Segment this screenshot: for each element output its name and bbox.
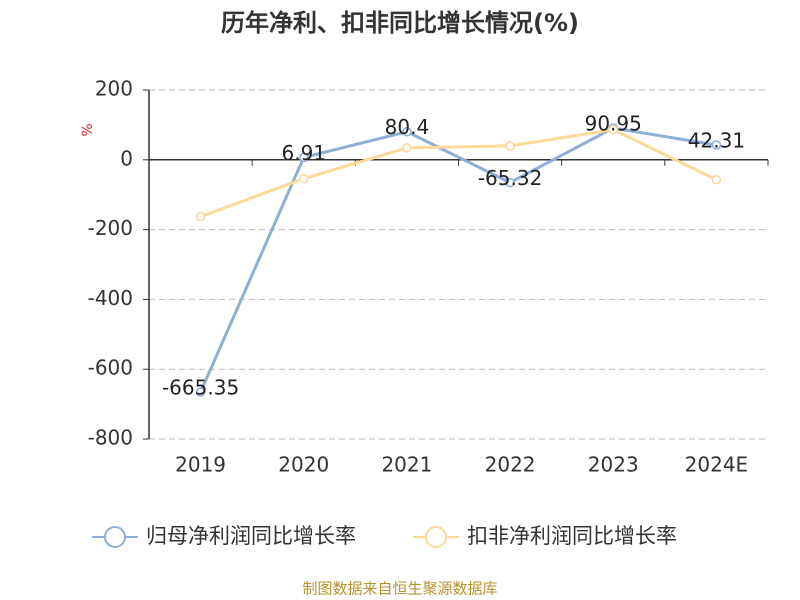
data-label: 6.91 [281, 141, 326, 165]
chart-title: 历年净利、扣非同比增长情况(%) [221, 9, 579, 37]
data-point [505, 177, 515, 188]
y-tick-label: -800 [88, 426, 133, 450]
data-label: -65.32 [478, 166, 542, 190]
data-point [299, 173, 309, 184]
x-tick-label: 2023 [588, 453, 639, 477]
data-label: 80.4 [385, 115, 430, 139]
y-tick-label: 0 [120, 146, 133, 170]
source-note: 制图数据来自恒生聚源数据库 [302, 580, 497, 598]
series-line [200, 128, 718, 219]
data-point [195, 387, 206, 397]
legend-label: 归母净利润同比增长率 [146, 524, 356, 548]
data-point [195, 211, 206, 222]
data-label: 90.95 [585, 112, 642, 136]
y-tick-label: -400 [88, 286, 133, 310]
data-label: 42.31 [688, 129, 745, 153]
data-point [402, 126, 412, 137]
x-tick-label: 2020 [278, 453, 329, 477]
legend-marker [425, 526, 447, 548]
x-tick-label: 2024E [685, 453, 749, 477]
data-point [608, 125, 618, 135]
data-point [402, 143, 412, 153]
x-tick-label: 2019 [175, 453, 226, 477]
data-point [711, 140, 722, 150]
series-line [199, 126, 717, 393]
y-tick-label: -600 [88, 356, 133, 380]
y-tick-label: 200 [95, 77, 133, 101]
data-label: -665.35 [162, 376, 239, 400]
x-tick-label: 2021 [381, 453, 432, 477]
y-tick-label: -200 [88, 216, 133, 240]
x-tick-label: 2022 [485, 453, 536, 477]
data-point [711, 174, 722, 185]
legend-label: 扣非净利润同比增长率 [467, 524, 677, 548]
data-point [505, 141, 515, 151]
legend-marker [104, 526, 126, 548]
data-point [299, 152, 309, 163]
y-axis-label: % [80, 123, 96, 136]
